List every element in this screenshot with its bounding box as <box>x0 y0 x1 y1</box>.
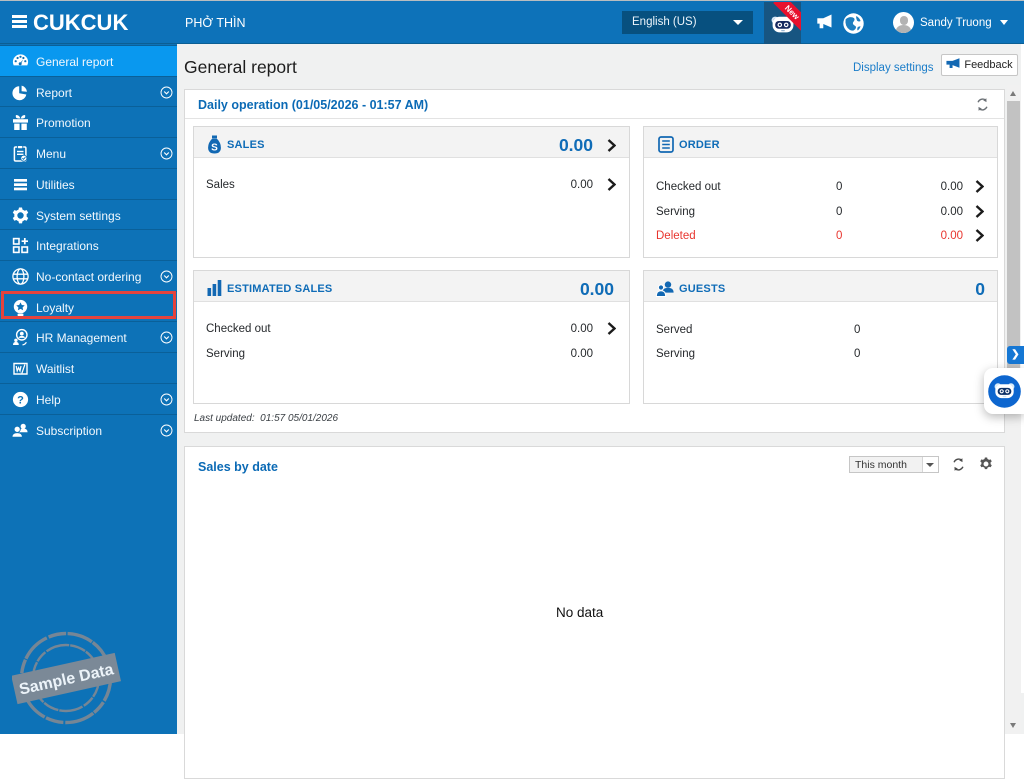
svg-text:S: S <box>211 142 218 153</box>
svg-text:?: ? <box>17 394 24 406</box>
